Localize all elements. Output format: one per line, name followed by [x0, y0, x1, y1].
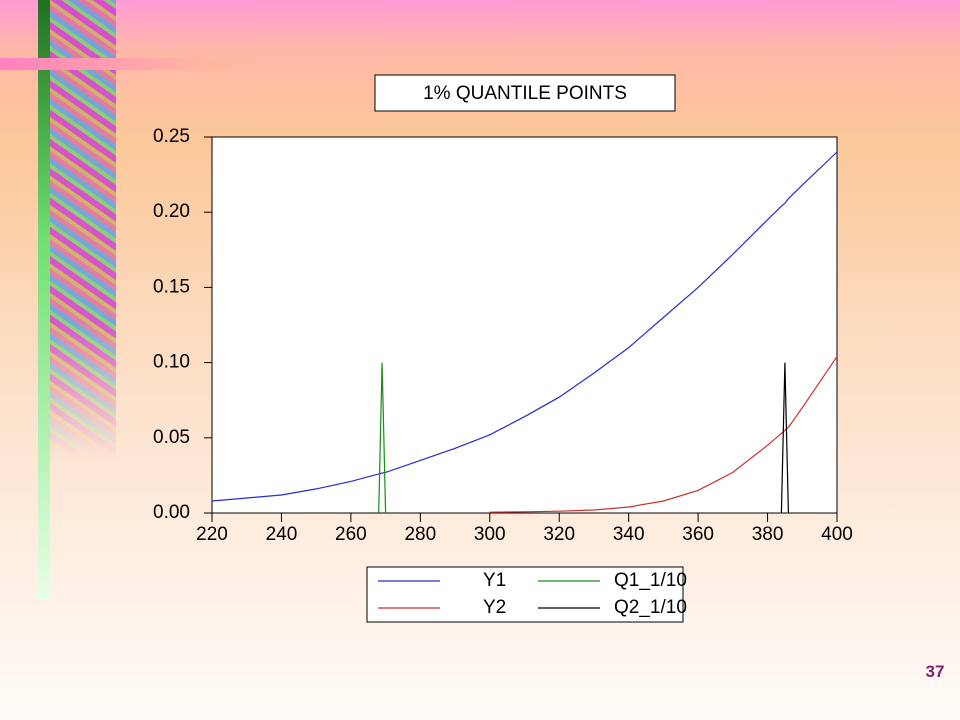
x-tick-label: 300 [474, 524, 506, 545]
series-line [780, 362, 789, 514]
x-tick-label: 380 [752, 524, 784, 545]
legend-label: Y2 [483, 597, 506, 618]
y-tick-label: 0.20 [153, 201, 190, 222]
legend-label: Q2_1/10 [614, 597, 687, 618]
y-tick-label: 0.10 [153, 352, 190, 373]
series-line [489, 356, 838, 513]
title-box [374, 74, 676, 112]
y-tick-label: 0.05 [153, 427, 190, 448]
chart-title: 1% QUANTILE POINTS [423, 83, 627, 104]
decoration-bar [0, 58, 260, 70]
decoration-bar [38, 0, 50, 600]
decoration [38, 0, 116, 460]
x-tick-label: 280 [404, 524, 436, 545]
series-line [378, 362, 387, 514]
x-tick-label: 340 [613, 524, 645, 545]
x-tick-label: 220 [196, 524, 228, 545]
x-tick-label: 360 [682, 524, 714, 545]
series-line [211, 151, 838, 502]
x-tick-label: 400 [821, 524, 853, 545]
x-tick-label: 320 [543, 524, 575, 545]
plot-area [211, 136, 838, 514]
page-number: 37 [925, 662, 945, 681]
x-tick-label: 260 [335, 524, 367, 545]
y-tick-label: 0.25 [153, 126, 190, 147]
legend-label: Q1_1/10 [614, 570, 687, 591]
y-tick-label: 0.00 [153, 502, 190, 523]
legend-label: Y1 [483, 570, 506, 591]
x-tick-label: 240 [266, 524, 298, 545]
y-tick-label: 0.15 [153, 276, 190, 297]
legend-box [366, 566, 684, 623]
